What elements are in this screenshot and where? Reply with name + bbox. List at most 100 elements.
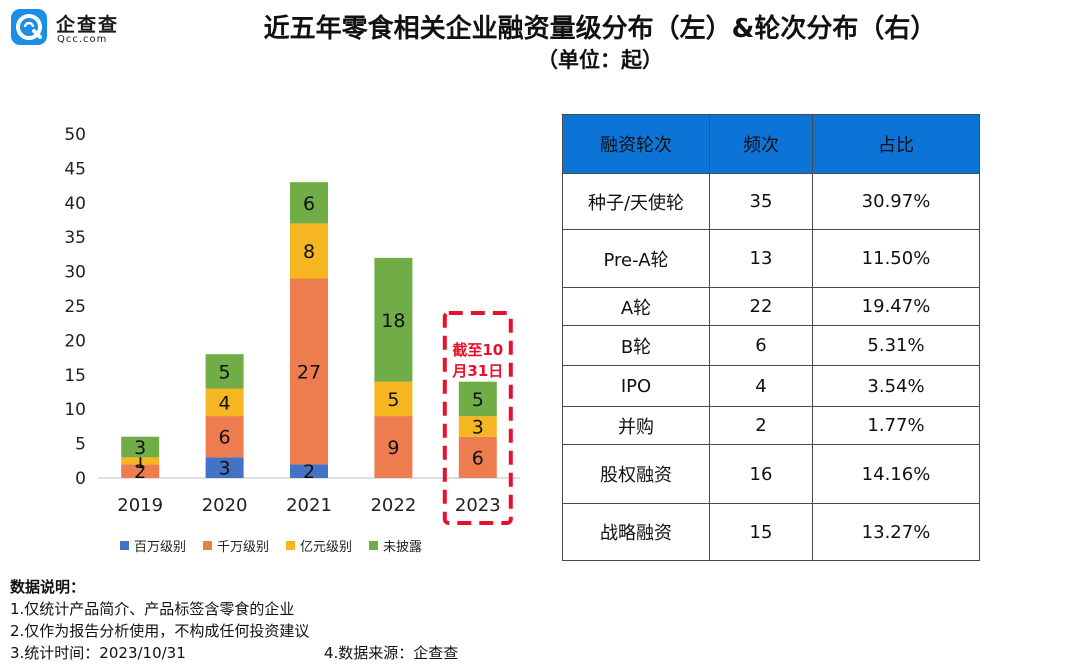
y-tick-label: 20 <box>64 331 86 351</box>
data-label: 5 <box>472 389 484 411</box>
table-row: 种子/天使轮 35 30.97% <box>562 173 980 230</box>
legend-swatch <box>120 541 129 550</box>
data-notes: 数据说明： 1.仅统计产品简介、产品标签含零食的企业 2.仅作为报告分析使用，不… <box>10 576 610 664</box>
legend-label: 千万级别 <box>217 540 269 555</box>
legend-swatch <box>286 541 295 550</box>
unit-label: （单位：起） <box>537 48 663 72</box>
logo-name: 企查查 <box>56 14 120 36</box>
data-label: 2 <box>134 461 146 483</box>
logo: 企查查 Qcc.com <box>10 8 150 48</box>
note-line: 1.仅统计产品简介、产品标签含零食的企业 <box>10 600 295 618</box>
y-tick-label: 45 <box>64 159 86 179</box>
share-cell: 11.50% <box>812 229 980 288</box>
note-line: 2.仅作为报告分析使用，不构成任何投资建议 <box>10 622 310 640</box>
data-label: 5 <box>219 361 231 383</box>
logo-domain: Qcc.com <box>57 34 108 45</box>
count-cell: 2 <box>709 406 813 445</box>
y-tick-label: 0 <box>75 469 86 489</box>
round-cell: 种子/天使轮 <box>562 173 710 230</box>
data-label: 2 <box>303 461 315 483</box>
data-label: 18 <box>381 310 405 332</box>
share-cell: 3.54% <box>812 365 980 407</box>
bar-segment <box>290 182 328 224</box>
bar-segment <box>121 436 160 458</box>
bar-segment <box>374 381 413 417</box>
data-label: 3 <box>134 437 146 459</box>
notes-heading: 数据说明： <box>10 578 86 596</box>
legend-label: 未披露 <box>383 540 422 555</box>
share-cell: 13.27% <box>812 503 980 561</box>
bar-segment <box>205 354 244 389</box>
data-label: 4 <box>219 392 231 414</box>
round-cell: B轮 <box>562 325 710 366</box>
bar-segment <box>290 223 328 279</box>
count-cell: 35 <box>709 173 813 230</box>
count-cell: 13 <box>709 229 813 288</box>
count-cell: 6 <box>709 325 813 366</box>
bar-segment <box>290 278 328 465</box>
callout-frame <box>442 311 513 525</box>
table-row: 战略融资 15 13.27% <box>562 503 980 561</box>
bar-segment <box>374 257 413 382</box>
round-cell: 战略融资 <box>562 503 710 561</box>
share-cell: 5.31% <box>812 325 980 366</box>
data-label: 27 <box>297 361 321 383</box>
round-cell: 并购 <box>562 406 710 445</box>
share-cell: 30.97% <box>812 173 980 230</box>
count-cell: 4 <box>709 365 813 407</box>
share-cell: 19.47% <box>812 287 980 326</box>
y-tick-label: 50 <box>64 125 86 145</box>
data-label: 3 <box>472 416 484 438</box>
y-tick-label: 10 <box>64 400 86 420</box>
logo-icon <box>11 9 47 45</box>
callout-text: 截至10 <box>452 341 503 359</box>
table-row: A轮 22 19.47% <box>562 287 980 326</box>
table-row: IPO 4 3.54% <box>562 365 980 407</box>
stacked-bar-chart: 0510152025303540455021320193645202022786… <box>64 125 520 555</box>
count-cell: 22 <box>709 287 813 326</box>
share-cell: 14.16% <box>812 444 980 504</box>
table-row: B轮 6 5.31% <box>562 325 980 366</box>
y-tick-label: 30 <box>64 263 86 283</box>
bar-segment <box>205 388 244 417</box>
y-tick-label: 5 <box>75 435 86 455</box>
bar-segment <box>121 464 160 478</box>
legend-label: 亿元级别 <box>300 540 352 555</box>
header-round: 融资轮次 <box>562 114 710 174</box>
data-label: 6 <box>303 193 315 215</box>
data-label: 9 <box>387 437 399 459</box>
page-title: 近五年零食相关企业融资量级分布（左）&轮次分布（右） <box>263 14 937 44</box>
round-cell: Pre-A轮 <box>562 229 710 288</box>
legend-swatch <box>369 541 378 550</box>
bar-segment <box>290 464 328 478</box>
header-share: 占比 <box>812 114 980 174</box>
count-cell: 16 <box>709 444 813 504</box>
bar-segment <box>458 381 497 417</box>
table-row: Pre-A轮 13 11.50% <box>562 229 980 288</box>
note-line: 3.统计时间：2023/10/31 <box>10 644 186 662</box>
y-tick-label: 35 <box>64 228 86 248</box>
share-cell: 1.77% <box>812 406 980 445</box>
round-cell: 股权融资 <box>562 444 710 504</box>
data-label: 8 <box>303 241 315 263</box>
data-label: 6 <box>472 447 484 469</box>
table-row: 并购 2 1.77% <box>562 406 980 445</box>
data-label: 5 <box>387 389 399 411</box>
y-tick-label: 25 <box>64 297 86 317</box>
x-tick-label: 2021 <box>286 495 332 516</box>
x-tick-label: 2020 <box>202 495 248 516</box>
y-tick-label: 40 <box>64 194 86 214</box>
bar-segment <box>205 416 244 458</box>
bar-segment <box>458 436 497 478</box>
data-label: 6 <box>219 427 231 449</box>
bar-segment <box>374 416 413 478</box>
y-tick-label: 15 <box>64 366 86 386</box>
bar-segment <box>205 457 244 478</box>
x-tick-label: 2023 <box>455 495 501 516</box>
callout-text: 月31日 <box>451 362 503 380</box>
count-cell: 15 <box>709 503 813 561</box>
round-cell: A轮 <box>562 287 710 326</box>
bar-segment <box>458 416 497 437</box>
header-count: 频次 <box>709 114 813 174</box>
x-tick-label: 2022 <box>370 495 416 516</box>
